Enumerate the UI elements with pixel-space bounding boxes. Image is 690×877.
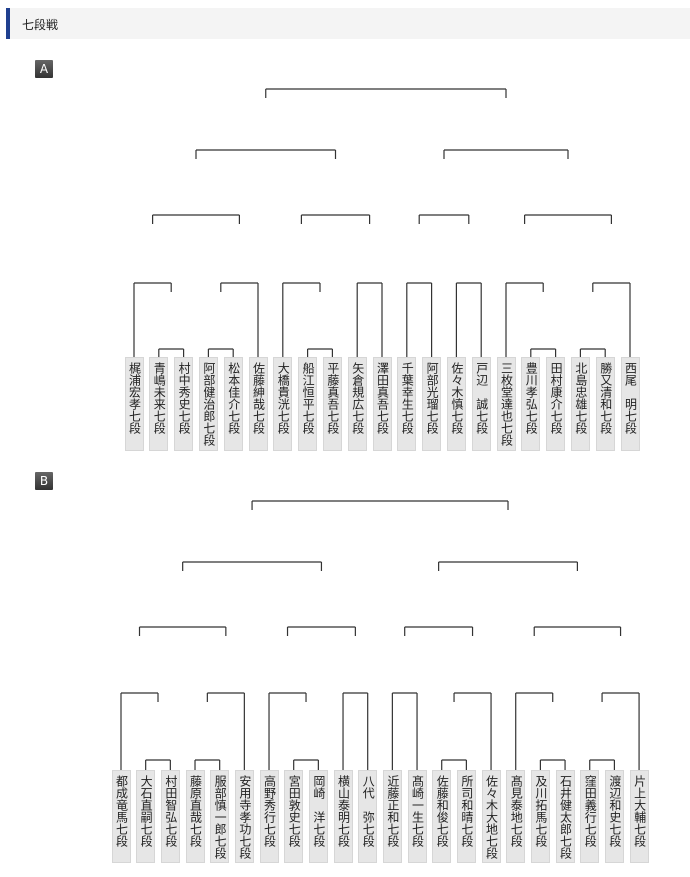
player-name: 佐藤紳哉七段: [251, 362, 266, 434]
player-entry[interactable]: 服部慎一郎七段: [210, 770, 230, 863]
player-entry[interactable]: 戸辺 誠七段: [471, 357, 491, 451]
player-entry[interactable]: 髙崎一生七段: [407, 770, 427, 863]
player-name: 阿部健治郎七段: [201, 362, 216, 446]
player-name: 平藤真吾七段: [325, 362, 340, 434]
player-entry[interactable]: 渡辺和史七段: [604, 770, 624, 863]
player-name: 八代 弥七段: [361, 775, 376, 847]
player-entry[interactable]: 西尾 明七段: [620, 357, 640, 451]
player-entry[interactable]: 佐藤紳哉七段: [248, 357, 268, 451]
player-entry[interactable]: 三枚堂達也七段: [496, 357, 516, 451]
player-name: 三枚堂達也七段: [499, 362, 514, 446]
player-name: 大石直嗣七段: [139, 775, 154, 847]
player-entry[interactable]: 松本佳介七段: [223, 357, 243, 451]
player-entry[interactable]: 八代 弥七段: [358, 770, 378, 863]
player-name: 矢倉規広七段: [350, 362, 365, 434]
player-name: 髙崎一生七段: [410, 775, 425, 847]
player-entry[interactable]: 都成竜馬七段: [111, 770, 131, 863]
player-name: 千葉幸生七段: [400, 362, 415, 434]
player-name: 宮田敦史七段: [287, 775, 302, 847]
player-name: 梶浦宏孝七段: [127, 362, 142, 434]
player-entry[interactable]: 窪田義行七段: [580, 770, 600, 863]
player-entry[interactable]: 阿部光瑠七段: [422, 357, 442, 451]
player-name: 西尾 明七段: [623, 362, 638, 434]
player-entry[interactable]: 北島忠雄七段: [570, 357, 590, 451]
player-name: 田村康介七段: [549, 362, 564, 434]
player-name: 澤田真吾七段: [375, 362, 390, 434]
player-name: 渡辺和史七段: [607, 775, 622, 847]
player-name: 松本佳介七段: [226, 362, 241, 434]
player-name: 青嶋未来七段: [152, 362, 167, 434]
player-name: 藤原直哉七段: [188, 775, 203, 847]
player-entry[interactable]: 船江恒平七段: [298, 357, 318, 451]
player-entry[interactable]: 岡崎 洋七段: [308, 770, 328, 863]
section-header: 七段戦: [6, 8, 690, 39]
player-entry[interactable]: 安用寺孝功七段: [234, 770, 254, 863]
player-name: 阿部光瑠七段: [425, 362, 440, 434]
player-entry[interactable]: 阿部健治郎七段: [198, 357, 218, 451]
player-entry[interactable]: 佐藤和俊七段: [432, 770, 452, 863]
group-b-label: B: [35, 472, 53, 490]
player-entry[interactable]: 所司和晴七段: [456, 770, 476, 863]
player-name: 及川拓馬七段: [533, 775, 548, 847]
player-entry[interactable]: 大石直嗣七段: [136, 770, 156, 863]
player-entry[interactable]: 横山泰明七段: [333, 770, 353, 863]
player-name: 村田智弘七段: [163, 775, 178, 847]
player-name: 石井健太郎七段: [558, 775, 573, 859]
player-entry[interactable]: 近藤正和七段: [382, 770, 402, 863]
player-entry[interactable]: 佐々木慎七段: [446, 357, 466, 451]
player-name: 都成竜馬七段: [114, 775, 129, 847]
player-name: 村中秀史七段: [177, 362, 192, 434]
player-entry[interactable]: 村中秀史七段: [174, 357, 194, 451]
player-entry[interactable]: 豊川孝弘七段: [521, 357, 541, 451]
section-title: 七段戦: [22, 18, 59, 32]
player-name: 佐々木慎七段: [449, 362, 464, 434]
player-entry[interactable]: 高野秀行七段: [259, 770, 279, 863]
player-entry[interactable]: 石井健太郎七段: [555, 770, 575, 863]
group-a-label: A: [35, 60, 53, 78]
player-entry[interactable]: 髙見泰地七段: [506, 770, 526, 863]
player-name: 佐藤和俊七段: [435, 775, 450, 847]
player-name: 服部慎一郎七段: [213, 775, 228, 859]
player-entry[interactable]: 青嶋未来七段: [149, 357, 169, 451]
player-name: 豊川孝弘七段: [524, 362, 539, 434]
player-entry[interactable]: 千葉幸生七段: [397, 357, 417, 451]
player-name: 北島忠雄七段: [573, 362, 588, 434]
player-entry[interactable]: 平藤真吾七段: [322, 357, 342, 451]
player-name: 窪田義行七段: [583, 775, 598, 847]
player-name: 岡崎 洋七段: [311, 775, 326, 847]
player-entry[interactable]: 及川拓馬七段: [530, 770, 550, 863]
player-entry[interactable]: 梶浦宏孝七段: [124, 357, 144, 451]
player-entry[interactable]: 矢倉規広七段: [347, 357, 367, 451]
player-entry[interactable]: 村田智弘七段: [160, 770, 180, 863]
player-name: 髙見泰地七段: [509, 775, 524, 847]
player-entry[interactable]: 勝又清和七段: [595, 357, 615, 451]
player-name: 近藤正和七段: [385, 775, 400, 847]
player-entry[interactable]: 佐々木大地七段: [481, 770, 501, 863]
player-name: 船江恒平七段: [301, 362, 316, 434]
player-entry[interactable]: 大橋貴洸七段: [273, 357, 293, 451]
player-name: 勝又清和七段: [598, 362, 613, 434]
player-name: 大橋貴洸七段: [276, 362, 291, 434]
player-entry[interactable]: 澤田真吾七段: [372, 357, 392, 451]
player-name: 片上大輔七段: [632, 775, 647, 847]
player-name: 安用寺孝功七段: [237, 775, 252, 859]
player-name: 横山泰明七段: [336, 775, 351, 847]
player-name: 戸辺 誠七段: [474, 362, 489, 434]
player-name: 所司和晴七段: [459, 775, 474, 847]
player-entry[interactable]: 田村康介七段: [546, 357, 566, 451]
player-entry[interactable]: 片上大輔七段: [629, 770, 649, 863]
player-name: 佐々木大地七段: [484, 775, 499, 859]
player-entry[interactable]: 宮田敦史七段: [284, 770, 304, 863]
player-entry[interactable]: 藤原直哉七段: [185, 770, 205, 863]
player-name: 高野秀行七段: [262, 775, 277, 847]
